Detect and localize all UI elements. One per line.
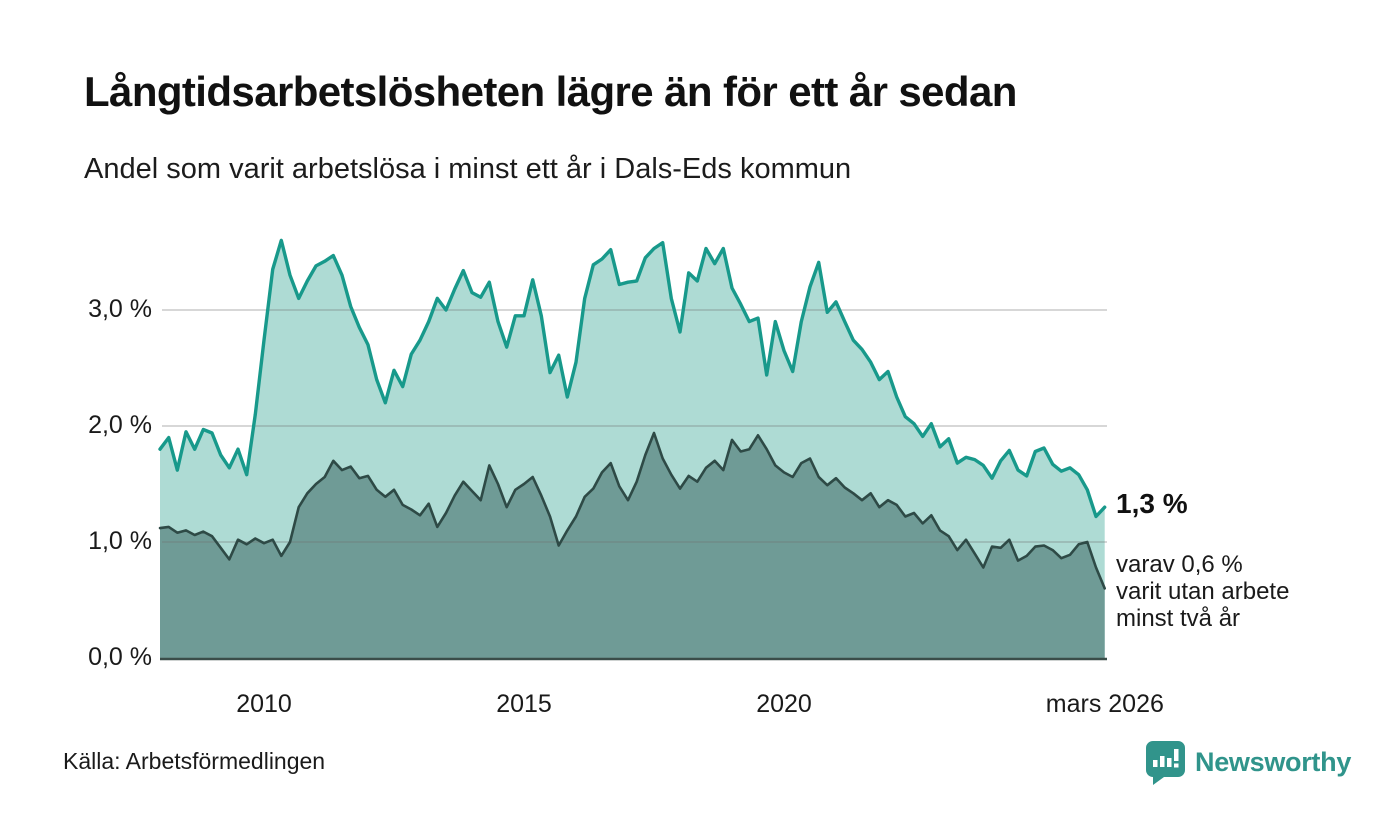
source-note: Källa: Arbetsförmedlingen xyxy=(63,748,326,774)
x-tick-label: 2010 xyxy=(236,690,292,718)
y-tick-label: 3,0 % xyxy=(88,295,152,323)
y-tick-label: 1,0 % xyxy=(88,527,152,555)
y-tick-label: 0,0 % xyxy=(88,643,152,671)
x-tick-label: mars 2026 xyxy=(1045,690,1164,718)
y-tick-label: 2,0 % xyxy=(88,411,152,439)
end-value-label: 1,3 % xyxy=(1116,488,1188,519)
newsworthy-logo-icon xyxy=(1146,741,1185,785)
series-line-0 xyxy=(158,238,1107,519)
x-tick-label: 2015 xyxy=(496,690,552,718)
x-tick-label: 2020 xyxy=(756,690,812,718)
area-fill-1 xyxy=(160,433,1105,658)
series-line-1 xyxy=(158,431,1106,590)
newsworthy-brand: Newsworthy xyxy=(1144,740,1351,785)
end-detail-annotation: varav 0,6 % varit utan arbete minst två … xyxy=(1116,551,1290,632)
chart-subtitle: Andel som varit arbetslösa i minst ett å… xyxy=(84,153,852,185)
page-title: Långtidsarbetslösheten lägre än för ett … xyxy=(84,68,1017,115)
brand-wordmark: Newsworthy xyxy=(1195,747,1352,777)
